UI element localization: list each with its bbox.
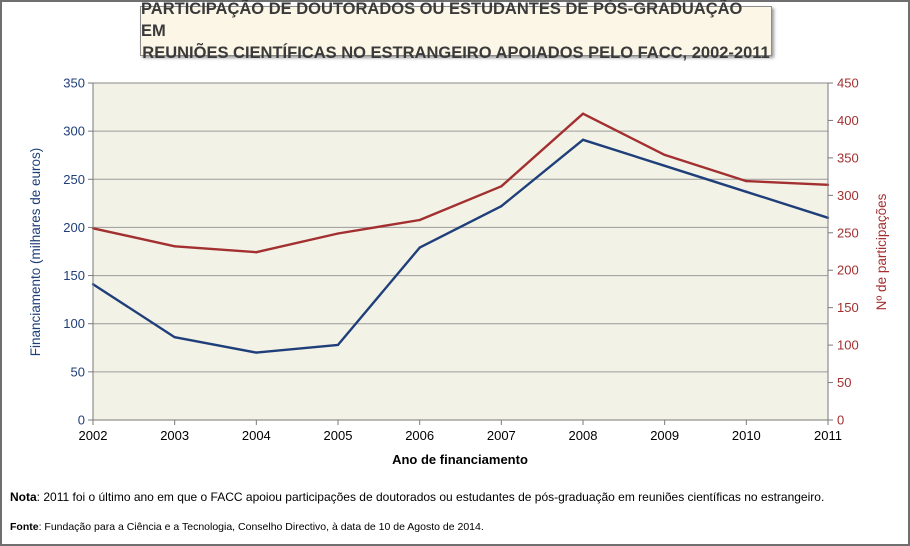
- y-left-tick-label: 0: [78, 413, 85, 428]
- series-line-funding: [92, 138, 829, 354]
- y-left-tick-label: 100: [63, 316, 85, 331]
- data-point: [745, 190, 748, 194]
- footnote-text: : 2011 foi o último ano em que o FACC ap…: [36, 490, 825, 504]
- data-point: [418, 246, 421, 249]
- data-point: [663, 164, 666, 168]
- chart-title: PARTICIPAÇÃO DE DOUTORADOS OU ESTUDANTES…: [140, 0, 772, 62]
- y-axis-left-title: Financiamento (milhares de euros): [28, 148, 43, 357]
- y-right-tick-label: 0: [837, 413, 844, 428]
- source-label: Fonte: [10, 521, 39, 533]
- x-axis-title: Ano de financiamento: [392, 452, 528, 467]
- x-tick-label: 2010: [732, 428, 761, 443]
- data-point: [581, 112, 585, 115]
- plot-area: [92, 82, 829, 421]
- y-left-tick-label: 300: [63, 124, 85, 139]
- data-point: [336, 343, 340, 347]
- x-tick-label: 2005: [324, 428, 353, 443]
- data-point: [255, 351, 258, 354]
- data-point: [255, 251, 258, 254]
- y-left-tick-label: 150: [63, 268, 85, 283]
- x-tick-label: 2002: [79, 428, 108, 443]
- x-tick-label: 2008: [569, 428, 598, 443]
- y-left-tick-label: 250: [63, 172, 85, 187]
- data-point: [173, 335, 176, 339]
- data-point: [336, 232, 340, 235]
- y-right-tick-label: 150: [837, 300, 859, 315]
- y-axis-right-title: Nº de participações: [874, 193, 889, 310]
- y-right-tick-label: 100: [837, 338, 859, 353]
- y-left-tick-label: 200: [63, 220, 85, 235]
- y-right-tick-label: 300: [837, 188, 859, 203]
- x-tick-label: 2006: [405, 428, 434, 443]
- y-right-tick-label: 350: [837, 150, 859, 165]
- chart-title-line-1: PARTICIPAÇÃO DE DOUTORADOS OU ESTUDANTES…: [141, 0, 743, 40]
- y-left-tick-label: 50: [71, 364, 85, 379]
- series-line-participations: [92, 112, 829, 254]
- data-point: [581, 138, 585, 142]
- chart-title-line-2: REUNIÕES CIENTÍFICAS NO ESTRANGEIRO APOI…: [142, 44, 770, 62]
- x-tick-label: 2004: [242, 428, 271, 443]
- source-note: Fonte: Fundação para a Ciência e a Tecno…: [10, 521, 484, 533]
- x-tick-label: 2009: [650, 428, 679, 443]
- data-point: [663, 153, 666, 157]
- x-tick-label: 2003: [160, 428, 189, 443]
- footnote: Nota: 2011 foi o último ano em que o FAC…: [10, 490, 824, 504]
- y-right-tick-label: 250: [837, 225, 859, 240]
- data-point: [745, 179, 748, 183]
- data-point: [500, 205, 503, 208]
- source-text: : Fundação para a Ciência e a Tecnologia…: [38, 521, 484, 533]
- data-point: [173, 245, 176, 248]
- x-tick-label: 2011: [814, 428, 842, 443]
- x-tick-label: 2007: [487, 428, 516, 443]
- y-right-tick-label: 50: [837, 375, 851, 390]
- y-right-tick-label: 400: [837, 113, 859, 128]
- data-point: [500, 185, 503, 188]
- y-right-tick-label: 200: [837, 263, 859, 278]
- data-point: [418, 218, 421, 222]
- footnote-label: Nota: [10, 490, 37, 504]
- y-left-tick-label: 350: [63, 76, 85, 91]
- y-right-tick-label: 450: [837, 76, 859, 91]
